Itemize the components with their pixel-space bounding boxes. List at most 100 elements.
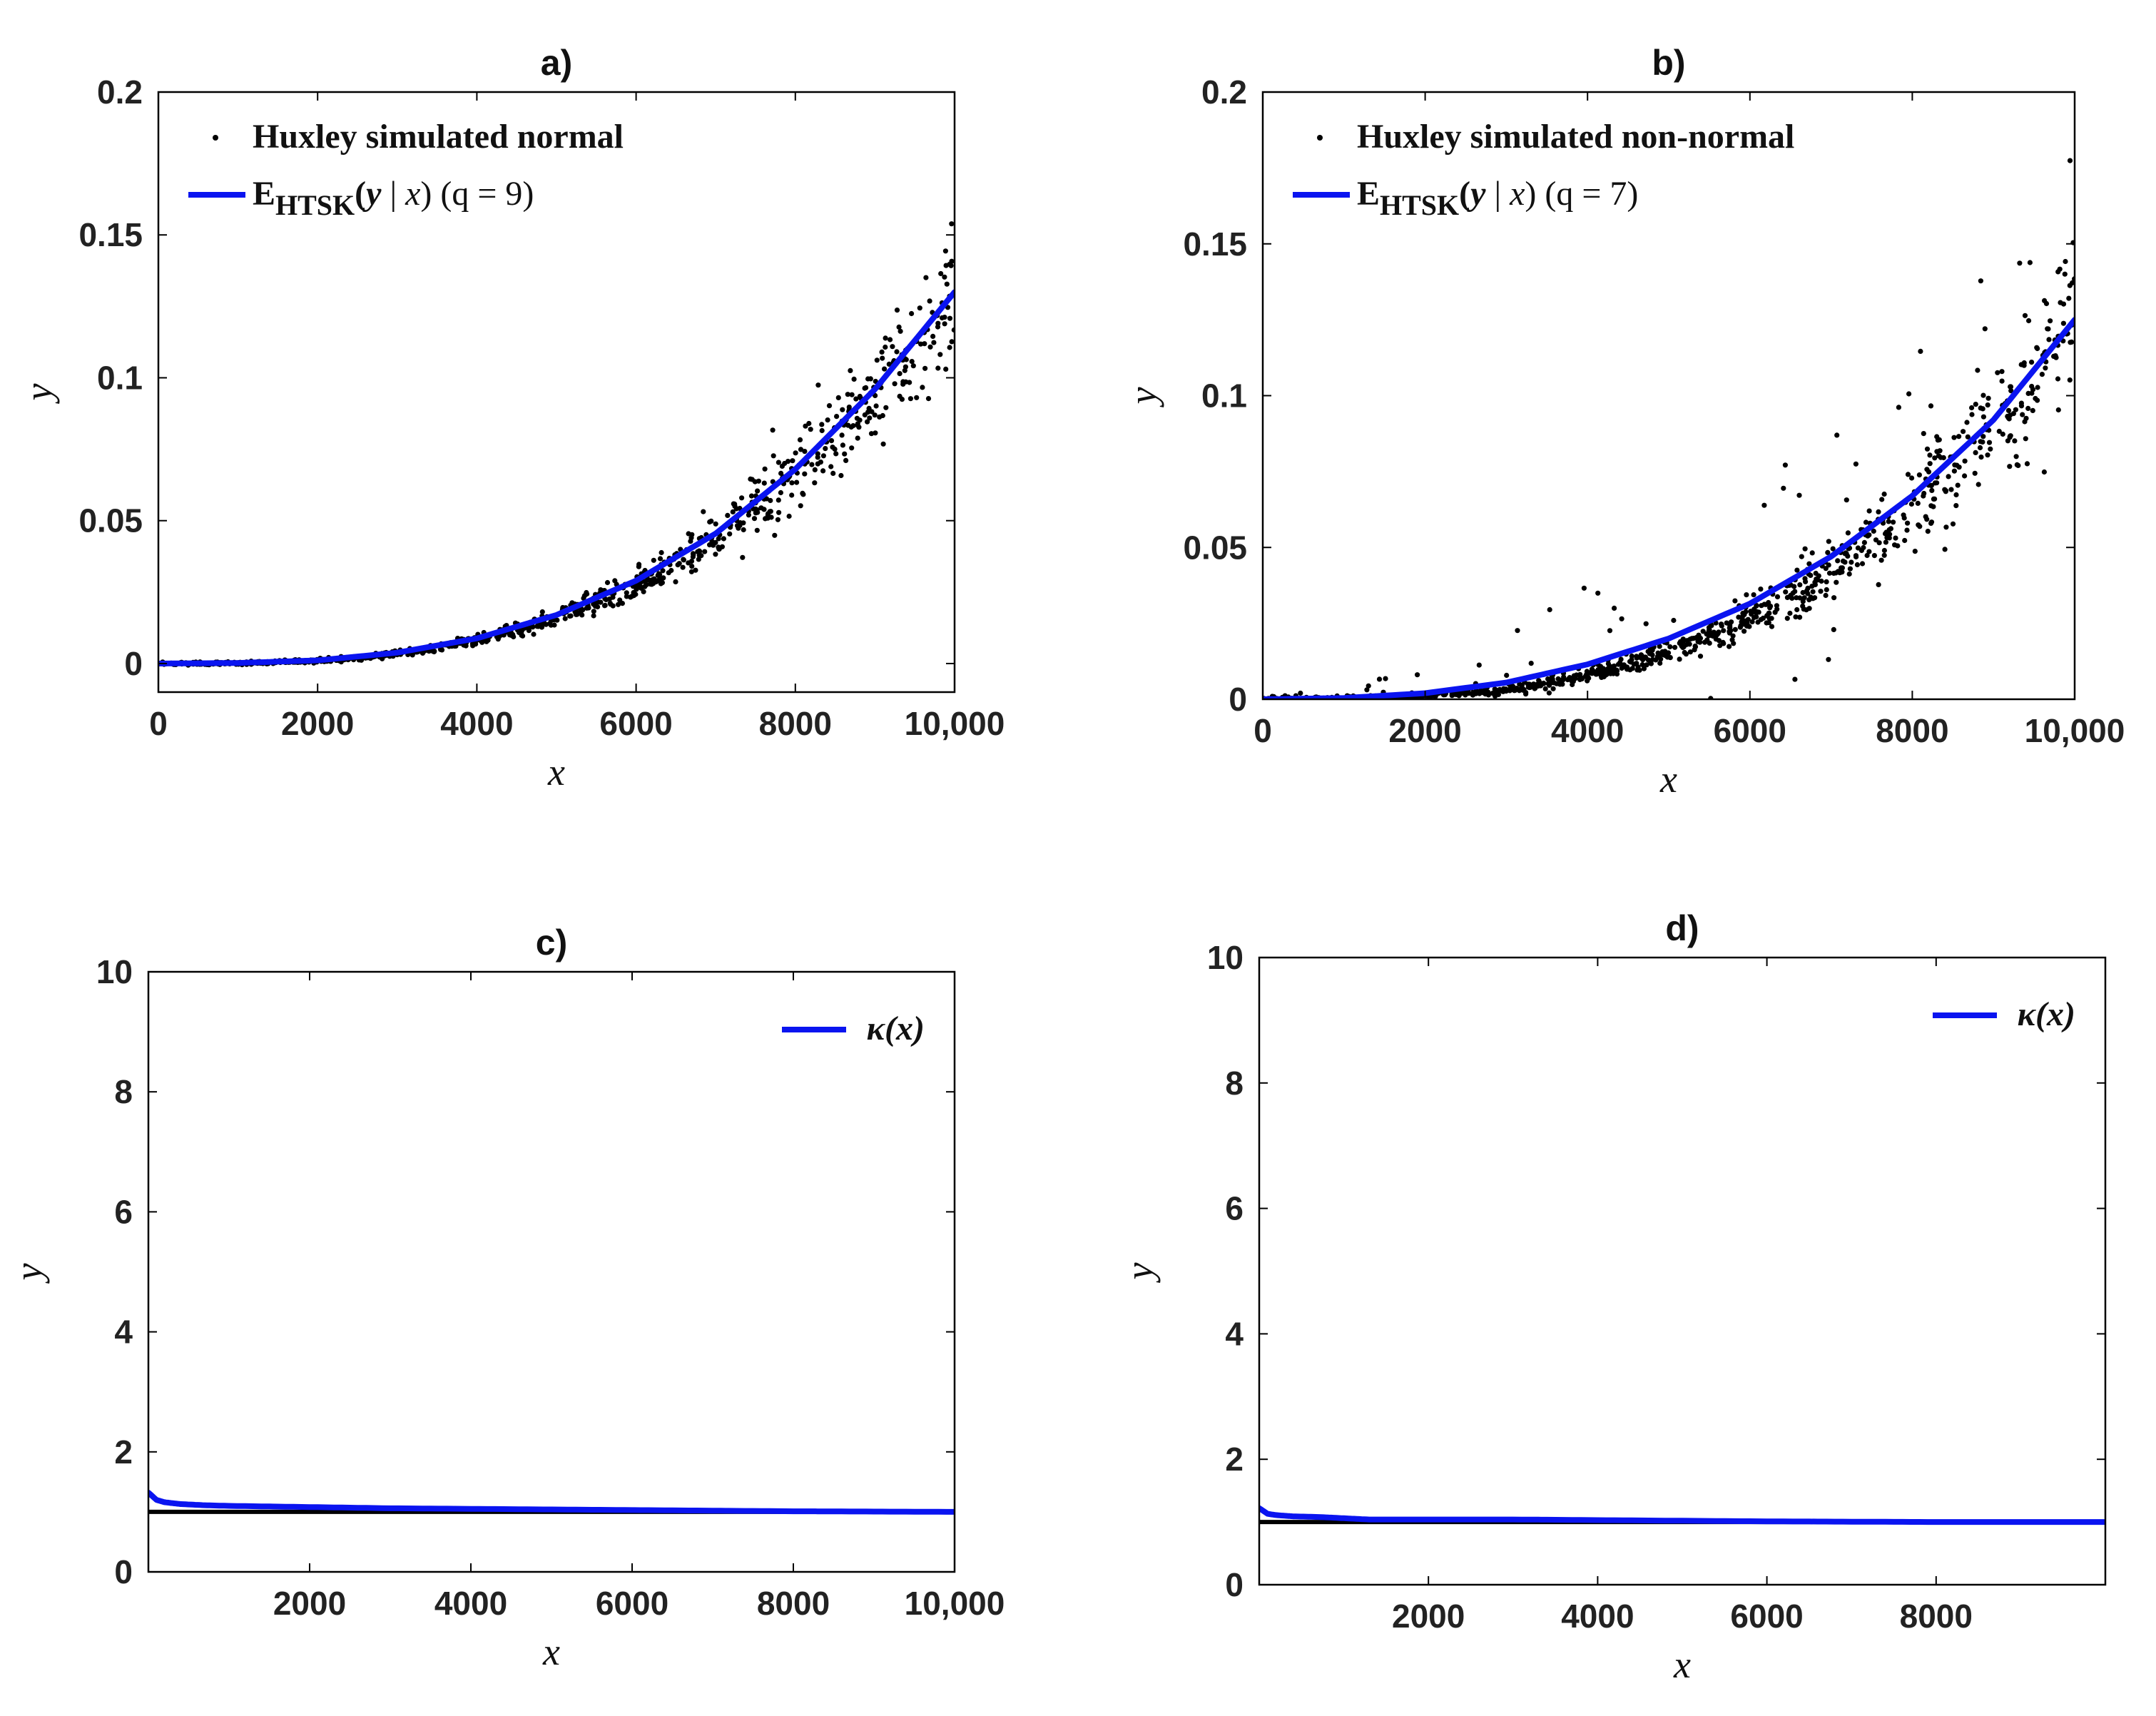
fit-line-b xyxy=(1263,317,2075,699)
scatter-point xyxy=(768,514,774,520)
legend-a: Huxley simulated normal EHTSK(y | x) (q =… xyxy=(188,118,624,221)
scatter-point xyxy=(1672,644,1678,650)
scatter-point xyxy=(830,470,836,477)
legend-paren-open: ( xyxy=(1459,175,1470,213)
scatter-point xyxy=(1694,634,1699,641)
scatter-point xyxy=(526,628,532,634)
scatter-point xyxy=(1473,691,1479,696)
y-tick-label: 0 xyxy=(1229,681,1247,718)
scatter-point xyxy=(1749,609,1754,614)
scatter-point xyxy=(883,335,888,341)
scatter-point xyxy=(1866,549,1872,554)
scatter-point xyxy=(1861,539,1867,546)
scatter-point xyxy=(1866,508,1872,514)
x-tick-label: 4000 xyxy=(434,1585,507,1622)
scatter-point xyxy=(842,451,848,457)
scatter-point xyxy=(1978,278,1983,284)
scatter-point xyxy=(1943,489,1948,494)
x-tick-label: 2000 xyxy=(1392,1598,1465,1635)
scatter-point xyxy=(507,632,513,638)
scatter-point xyxy=(658,576,664,582)
panel-title: b) xyxy=(1652,43,1685,83)
scatter-point xyxy=(1915,500,1921,507)
scatter-point xyxy=(883,344,888,350)
scatter-point xyxy=(1909,475,1915,481)
scatter-point xyxy=(920,385,925,390)
scatter-point xyxy=(1942,547,1948,552)
legend-var: y xyxy=(362,175,382,213)
y-tick-label: 0.2 xyxy=(1201,73,1247,111)
scatter-point xyxy=(1986,440,1993,445)
scatter-point xyxy=(636,562,642,567)
scatter-point xyxy=(1846,571,1852,577)
y-tick-label: 0.2 xyxy=(97,73,143,111)
scatter-point xyxy=(1975,367,1980,373)
scatter-point xyxy=(1667,644,1673,650)
scatter-point xyxy=(1995,370,2000,375)
scatter-point xyxy=(789,480,795,486)
scatter-point xyxy=(716,547,722,552)
scatter-point xyxy=(1706,625,1712,631)
scatter-point xyxy=(2068,340,2073,345)
scatter-point xyxy=(733,506,739,512)
scatter-point xyxy=(1969,405,1975,411)
scatter-point xyxy=(888,337,893,342)
scatter-point xyxy=(1784,616,1790,621)
scatter-point xyxy=(1881,491,1887,497)
legend-d: κ(x) xyxy=(1933,995,2075,1033)
plot-area-d xyxy=(1259,1505,2105,1525)
scatter-point xyxy=(922,365,928,371)
scatter-point xyxy=(1769,624,1775,629)
scatter-point xyxy=(688,535,694,541)
scatter-point xyxy=(1980,434,1986,440)
scatter-point xyxy=(651,557,656,563)
scatter-point xyxy=(2014,462,2020,468)
scatter-point xyxy=(675,562,681,568)
scatter-point xyxy=(1781,485,1786,491)
scatter-point xyxy=(737,522,743,529)
scatter-point xyxy=(1465,691,1471,696)
scatter-point xyxy=(539,609,545,615)
scatter-series-a xyxy=(158,221,955,668)
scatter-point xyxy=(1985,402,1990,408)
scatter-point xyxy=(1937,448,1943,454)
scatter-point xyxy=(681,557,686,562)
scatter-point xyxy=(802,449,808,455)
scatter-point xyxy=(1834,579,1839,585)
scatter-point xyxy=(1794,606,1800,613)
scatter-point xyxy=(1612,605,1617,611)
scatter-point xyxy=(680,564,686,570)
scatter-point xyxy=(1476,662,1482,668)
fit-line-d xyxy=(1259,1505,2105,1525)
scatter-point xyxy=(2007,464,2013,469)
scatter-point xyxy=(790,458,795,464)
scatter-point xyxy=(855,422,860,428)
scatter-point xyxy=(713,521,718,527)
scatter-point xyxy=(776,509,782,515)
legend-E: E xyxy=(1357,175,1380,213)
x-tick-label: 4000 xyxy=(440,705,513,742)
scatter-point xyxy=(1456,692,1462,699)
y-tick-label: 4 xyxy=(1225,1315,1244,1352)
scatter-point xyxy=(1931,496,1936,502)
scatter-point xyxy=(2027,260,2033,265)
scatter-point xyxy=(1800,599,1806,604)
scatter-point xyxy=(1634,661,1639,666)
scatter-point xyxy=(2022,313,2028,318)
scatter-point xyxy=(1956,464,1962,470)
scatter-point xyxy=(2043,365,2048,371)
scatter-point xyxy=(693,567,698,573)
scatter-point xyxy=(828,438,835,444)
scatter-point xyxy=(573,611,579,617)
scatter-point xyxy=(1943,524,1949,530)
legend-cond: x xyxy=(405,175,420,213)
legend-label-text: Huxley simulated normal xyxy=(253,118,624,156)
scatter-point xyxy=(1818,589,1824,594)
scatter-point xyxy=(2013,407,2018,412)
scatter-point xyxy=(845,392,850,397)
scatter-point xyxy=(2029,383,2035,390)
scatter-point xyxy=(1383,676,1388,681)
scatter-point xyxy=(793,450,798,456)
scatter-point xyxy=(562,616,568,621)
scatter-point xyxy=(849,445,855,451)
